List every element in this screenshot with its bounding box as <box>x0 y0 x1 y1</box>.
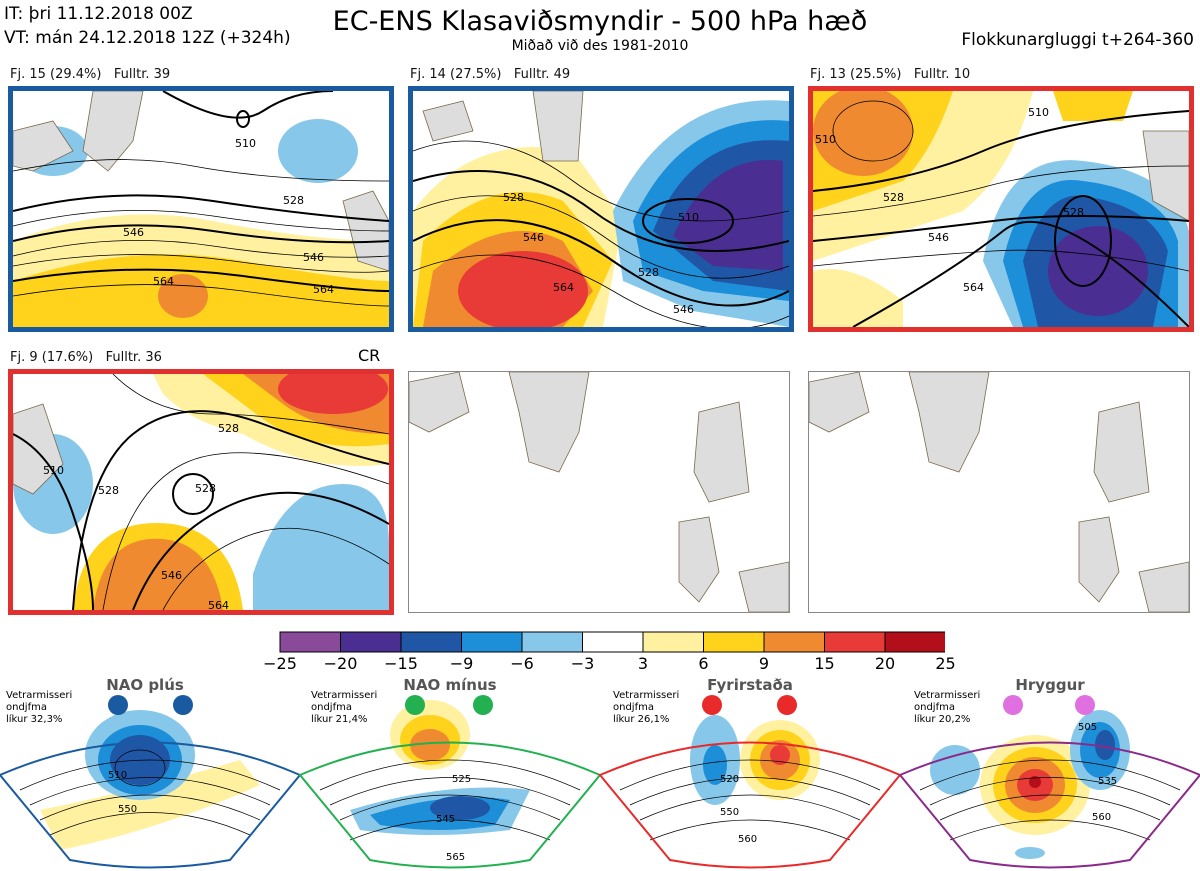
colorbar-tick-label: 25 <box>935 654 956 673</box>
colorbar-swatch <box>642 631 704 653</box>
colorbar-swatch <box>884 631 945 653</box>
contour-label: 564 <box>553 281 574 294</box>
contour-label: 510 <box>43 464 64 477</box>
contour-label: 546 <box>928 231 949 244</box>
regime-stat-nao-plus: Vetrarmisseri ondjfma líkur 32,3% <box>6 690 73 725</box>
contour-label: 528 <box>638 266 659 279</box>
cr-label: CR <box>358 346 381 365</box>
contour-label: 550 <box>118 804 137 815</box>
contour-label: 510 <box>1028 106 1049 119</box>
colorbar-tick-label: −25 <box>263 654 297 673</box>
colorbar-tick-label: −20 <box>323 654 358 673</box>
contour-label: 546 <box>673 303 694 316</box>
colorbar-tick-label: −6 <box>510 654 534 673</box>
colorbar-swatch <box>703 631 765 653</box>
regime-stat-nao-minus: Vetrarmisseri ondjfma líkur 21,4% <box>311 690 378 725</box>
colorbar-tick-label: −15 <box>384 654 418 673</box>
regime-stat-ridge: Vetrarmisseri ondjfma líkur 20,2% <box>914 690 981 725</box>
contour-label: 564 <box>153 275 174 288</box>
regime-map-ridge: 505 535 560 <box>898 695 1200 869</box>
colorbar-swatch <box>340 631 402 653</box>
panel-label-3: Fj. 13 (25.5%) Fulltr. 10 <box>810 67 971 82</box>
regime-maps: 510 550 525 545 565 <box>0 695 1200 869</box>
contour-label: 510 <box>678 211 699 224</box>
colorbar-swatch <box>582 631 644 653</box>
classification-window: Flokkunargluggi t+264-360 <box>961 30 1194 50</box>
contour-label: 560 <box>1092 812 1111 823</box>
header-info: IT: þri 11.12.2018 00Z VT: mán 24.12.201… <box>4 2 291 50</box>
contour-label: 528 <box>883 191 904 204</box>
regime-map-nao-minus: 525 545 565 <box>298 695 602 869</box>
contour-label: 520 <box>720 774 739 785</box>
contour-label: 564 <box>208 599 229 610</box>
colorbar-tick-label: −9 <box>449 654 474 673</box>
colorbar-swatch <box>824 631 886 653</box>
page-subtitle: Miðað við des 1981-2010 <box>511 38 689 54</box>
contour-label: 528 <box>98 484 119 497</box>
contour-label: 546 <box>303 251 324 264</box>
cluster-map-4: 528 546 564 528 528 510 <box>8 369 394 615</box>
contour-label: 528 <box>195 482 216 495</box>
regime-title-blocking: Fyrirstaða <box>707 676 793 694</box>
contour-label: 510 <box>815 133 836 146</box>
panel-label-4: Fj. 9 (17.6%) Fulltr. 36 <box>10 350 162 365</box>
regime-map-blocking: 520 550 560 <box>598 695 902 869</box>
colorbar-tick-label: 6 <box>698 654 709 673</box>
regime-title-ridge: Hryggur <box>1015 676 1085 694</box>
contour-label: 565 <box>446 852 465 863</box>
contour-label: 525 <box>452 774 471 785</box>
contour-label: 546 <box>161 569 182 582</box>
contour-label: 564 <box>963 281 984 294</box>
contour-label: 528 <box>503 191 524 204</box>
regime-title-nao-minus: NAO mínus <box>403 676 497 694</box>
empty-map-6 <box>808 371 1190 613</box>
contour-label: 505 <box>1078 722 1097 733</box>
contour-label: 546 <box>523 231 544 244</box>
contour-label: 535 <box>1098 776 1117 787</box>
colorbar-swatch <box>763 631 825 653</box>
colorbar-swatch <box>461 631 523 653</box>
cluster-map-3: 510 528 546 564 528 510 <box>808 86 1194 332</box>
contour-label: 546 <box>123 226 144 239</box>
colorbar-tick-label: 20 <box>874 654 896 673</box>
contour-label: 510 <box>235 137 256 150</box>
colorbar-tick-label: −3 <box>570 654 595 673</box>
colorbar-swatch <box>400 631 462 653</box>
contour-label: 528 <box>218 422 239 435</box>
colorbar-tick-label: 15 <box>814 654 835 673</box>
cluster-map-1: 528 546 564 546 564 510 <box>8 86 394 332</box>
contour-label: 550 <box>720 807 739 818</box>
colorbar-tick-label: 3 <box>637 654 649 673</box>
colorbar <box>279 631 945 653</box>
panel-label-2: Fj. 14 (27.5%) Fulltr. 49 <box>410 67 571 82</box>
init-time: IT: þri 11.12.2018 00Z <box>4 4 193 24</box>
contour-label: 528 <box>283 194 304 207</box>
colorbar-swatch <box>279 631 341 653</box>
contour-label: 560 <box>738 834 757 845</box>
regime-map-nao-plus: 510 550 <box>0 695 302 869</box>
cluster-map-2: 528 546 564 510 528 546 <box>408 86 794 332</box>
page-title: EC-ENS Klasaviðsmyndir - 500 hPa hæð <box>332 6 868 37</box>
regime-title-nao-plus: NAO plús <box>106 676 184 694</box>
contour-label: 510 <box>108 770 127 781</box>
contour-label: 545 <box>436 814 455 825</box>
colorbar-swatch <box>521 631 583 653</box>
panel-label-1: Fj. 15 (29.4%) Fulltr. 39 <box>10 67 171 82</box>
valid-time: VT: mán 24.12.2018 12Z (+324h) <box>4 28 291 48</box>
contour-label: 528 <box>1063 206 1084 219</box>
contour-label: 564 <box>313 283 334 296</box>
colorbar-tick-label: 9 <box>758 654 770 673</box>
regime-stat-blocking: Vetrarmisseri ondjfma líkur 26,1% <box>613 690 680 725</box>
empty-map-5 <box>408 371 790 613</box>
